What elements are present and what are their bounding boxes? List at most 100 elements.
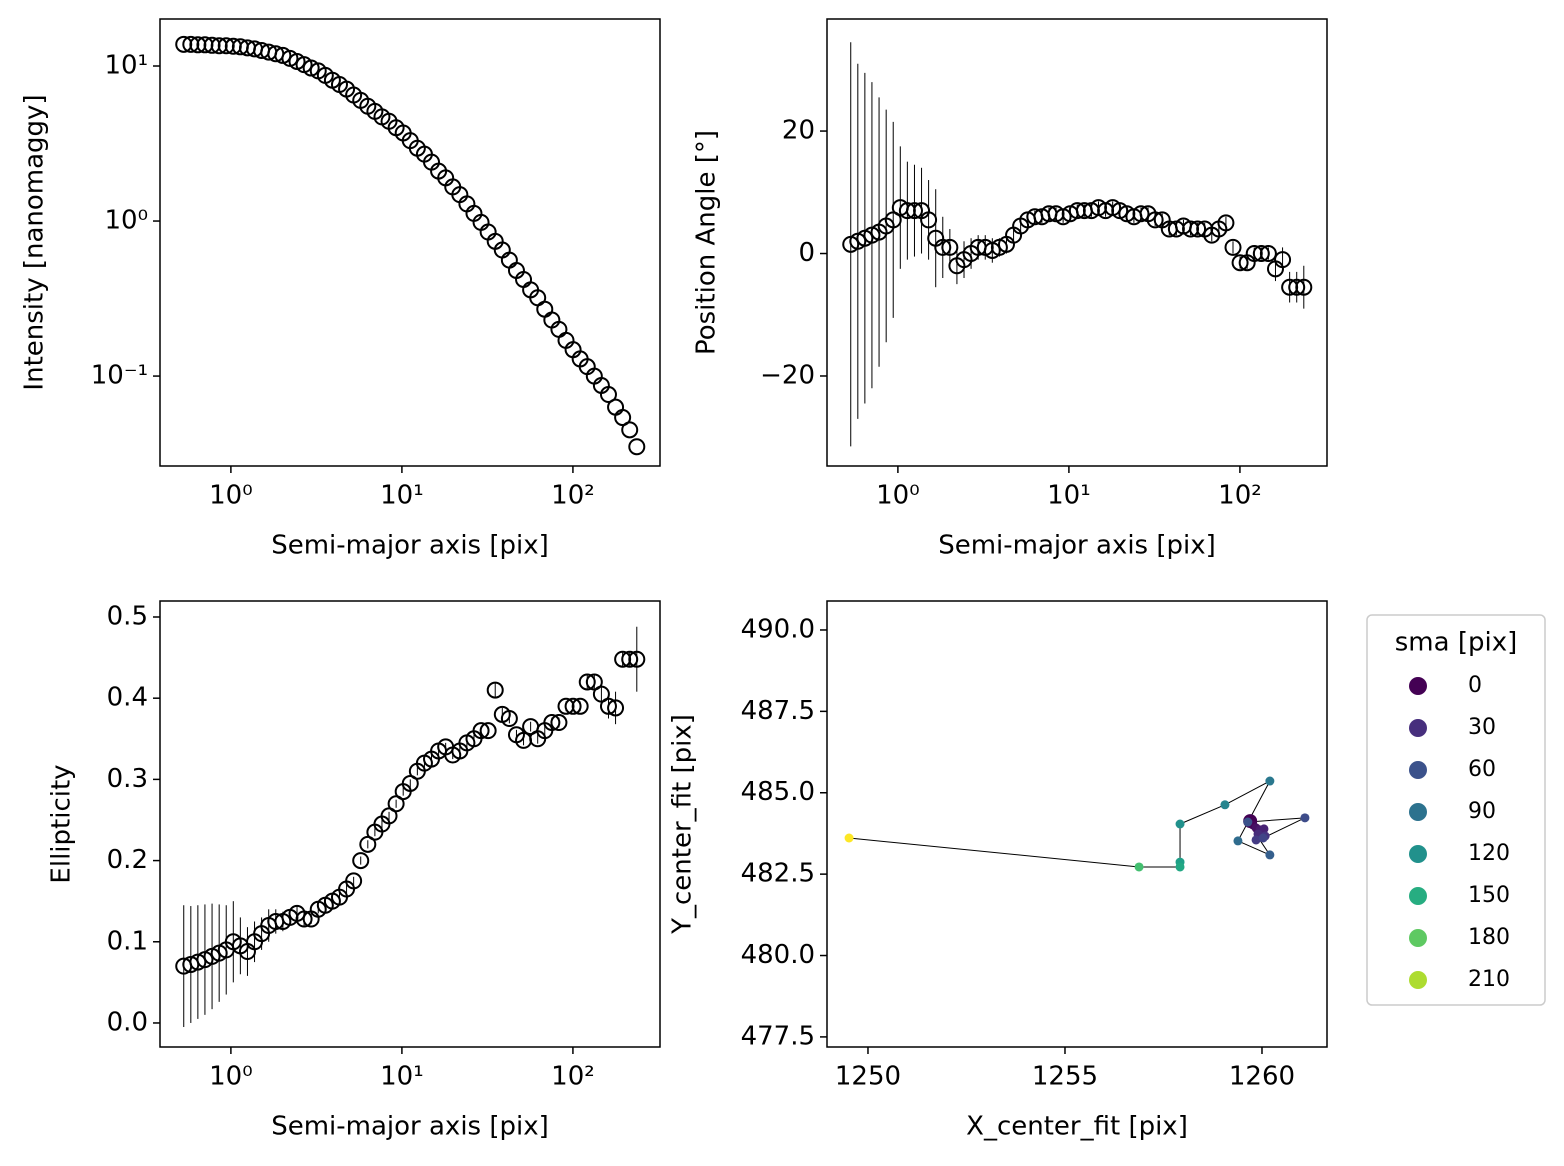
- data-point: [1189, 220, 1207, 238]
- data-point: [599, 386, 617, 404]
- x-axis-label: Semi-major axis [pix]: [271, 1112, 549, 1142]
- x-tick-label: 10²: [1218, 481, 1262, 511]
- x-axis-label: X_center_fit [pix]: [966, 1112, 1188, 1142]
- axes-frame: [159, 600, 661, 1048]
- panel: 10⁰ 10¹ 10² 10⁻¹ 10⁰ 10¹ Semi-major axis [pix]…: [20, 18, 661, 561]
- data-point: [614, 409, 632, 427]
- data-point: [607, 699, 625, 717]
- data-point: [189, 953, 207, 971]
- data-point: [578, 673, 596, 691]
- data-point: [941, 238, 959, 256]
- x-tick-label: 1250: [835, 1062, 901, 1092]
- data-point: [1300, 813, 1310, 823]
- data-point: [1220, 800, 1230, 810]
- data-point: [628, 438, 646, 456]
- x-tick-label: 1255: [1032, 1062, 1098, 1092]
- axes-frame: [826, 18, 1328, 467]
- x-tick-label: 10¹: [380, 481, 424, 511]
- data-point: [1146, 211, 1164, 229]
- legend-label: 210: [1468, 967, 1510, 992]
- legend-box: [1366, 614, 1546, 1006]
- data-point: [628, 650, 646, 668]
- x-axis-label: Semi-major axis [pix]: [938, 531, 1216, 561]
- panel: 10⁰ 10¹ 10² −20 0 20 Semi-major axis [pix] Posi…: [692, 18, 1328, 561]
- y-tick-label: 482.5: [741, 859, 815, 889]
- data-point: [905, 202, 923, 220]
- x-tick-label: 10²: [551, 1062, 595, 1092]
- y-tick-label: 10¹: [104, 51, 148, 81]
- legend-label: 0: [1468, 673, 1482, 698]
- data-point: [920, 211, 938, 229]
- y-tick-label: 490.0: [741, 614, 815, 644]
- data-point: [486, 681, 504, 699]
- legend-label: 150: [1468, 883, 1510, 908]
- data-point: [1252, 245, 1270, 263]
- y-tick-label: 0: [798, 238, 815, 268]
- legend-marker: [1409, 929, 1427, 947]
- legend-marker: [1409, 971, 1427, 989]
- data-point: [345, 872, 363, 890]
- y-tick-label: 487.5: [741, 696, 815, 726]
- data-point: [621, 650, 639, 668]
- data-point: [1265, 850, 1275, 860]
- y-tick-label: 10⁰: [104, 206, 148, 236]
- legend-title: sma [pix]: [1395, 628, 1517, 658]
- axes-frame: [826, 600, 1328, 1048]
- data-point: [1175, 862, 1185, 872]
- data-point: [472, 722, 490, 740]
- center-track: [849, 779, 1306, 868]
- y-tick-label: 0.0: [107, 1007, 148, 1037]
- legend-label: 120: [1468, 841, 1510, 866]
- data-point: [599, 697, 617, 715]
- legend-marker: [1409, 719, 1427, 737]
- data-point: [934, 238, 952, 256]
- y-axis-label: Ellipticity: [47, 764, 77, 883]
- x-tick-label: 10²: [551, 481, 595, 511]
- legend-marker: [1409, 803, 1427, 821]
- y-axis-label: Position Angle [°]: [692, 130, 722, 355]
- data-point: [607, 398, 625, 416]
- data-point: [536, 300, 554, 318]
- data-point: [1274, 251, 1292, 269]
- y-tick-label: 0.1: [107, 926, 148, 956]
- data-point: [543, 714, 561, 732]
- y-tick-label: 480.0: [741, 940, 815, 970]
- panel: 10⁰ 10¹ 10² 0.0 0.1 0.2 0.3 0.4 0.5 Semi-major ax…: [47, 600, 661, 1142]
- data-point: [571, 697, 589, 715]
- data-point: [1224, 238, 1242, 256]
- y-tick-label: 20: [782, 116, 815, 146]
- data-point: [479, 722, 497, 740]
- y-tick-label: −20: [760, 360, 815, 390]
- data-point: [295, 910, 313, 928]
- y-tick-label: 477.5: [741, 1021, 815, 1051]
- data-point: [1259, 245, 1277, 263]
- y-tick-label: 10⁻¹: [91, 361, 148, 391]
- data-point: [1231, 254, 1249, 272]
- legend-label: 60: [1468, 757, 1496, 782]
- x-tick-label: 10⁰: [209, 1062, 253, 1092]
- y-axis-label: Intensity [nanomaggy]: [20, 94, 50, 390]
- y-tick-label: 0.3: [107, 764, 148, 794]
- data-point: [1251, 835, 1261, 845]
- x-tick-label: 10¹: [1047, 481, 1091, 511]
- x-tick-label: 10⁰: [209, 481, 253, 511]
- legend-marker: [1409, 677, 1427, 695]
- data-point: [1265, 776, 1275, 786]
- legend-label: 180: [1468, 925, 1510, 950]
- x-tick-label: 10¹: [380, 1062, 424, 1092]
- y-tick-label: 485.0: [741, 777, 815, 807]
- data-point: [1134, 862, 1144, 872]
- legend: sma [pix] 0 30 60 90 120 150 180 210: [1366, 614, 1546, 1006]
- legend-label: 90: [1468, 799, 1496, 824]
- data-point: [1243, 817, 1253, 827]
- data-point: [621, 421, 639, 439]
- legend-marker: [1409, 845, 1427, 863]
- y-tick-label: 0.2: [107, 845, 148, 875]
- data-point: [500, 251, 518, 269]
- panel: 1250 1255 1260 477.5 480.0 482.5 485.0 487.5 490…: [668, 600, 1328, 1142]
- legend-marker: [1409, 887, 1427, 905]
- data-point: [564, 697, 582, 715]
- axes-frame: [159, 18, 661, 467]
- y-axis-label: Y_center_fit [pix]: [668, 714, 698, 935]
